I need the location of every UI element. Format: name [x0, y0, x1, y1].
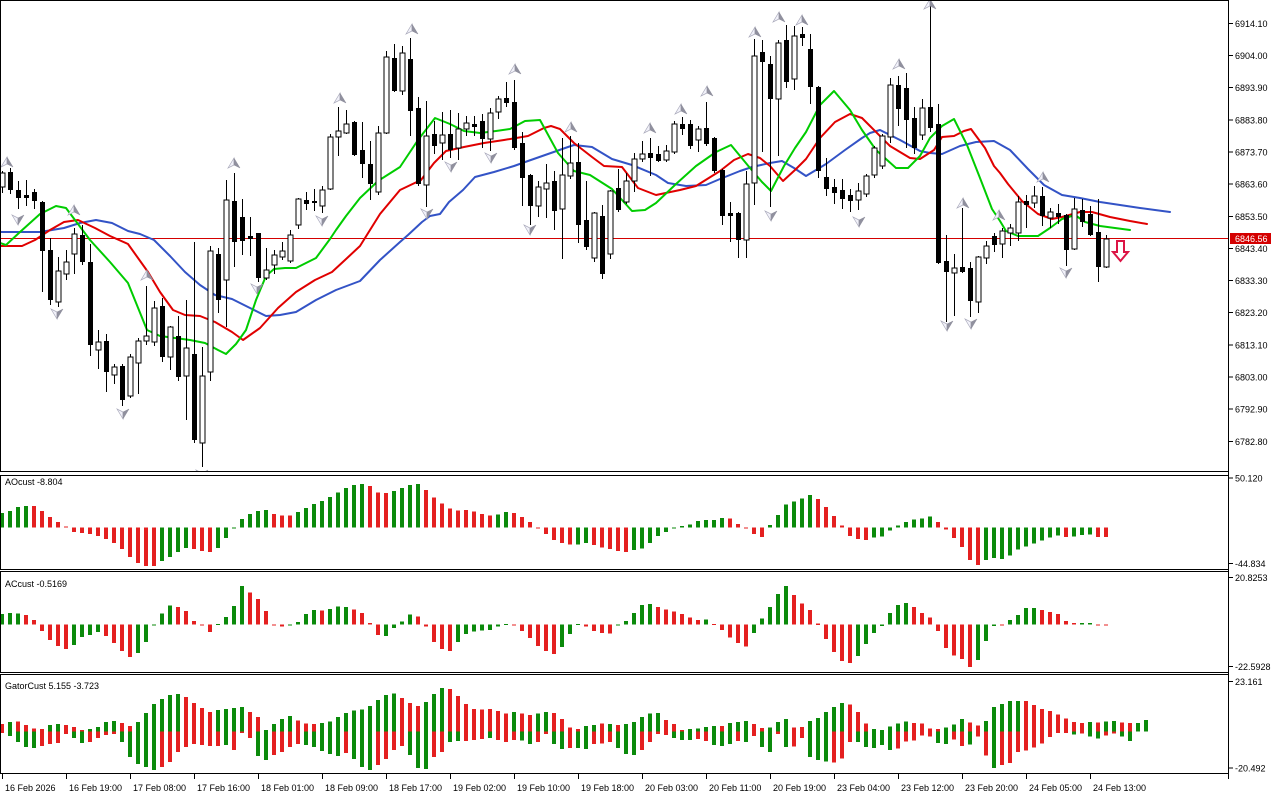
svg-text:17 Feb 08:00: 17 Feb 08:00 [133, 783, 186, 793]
svg-text:24 Feb 05:00: 24 Feb 05:00 [1029, 783, 1082, 793]
svg-text:6803.00: 6803.00 [1235, 373, 1268, 383]
svg-text:6863.60: 6863.60 [1235, 180, 1268, 190]
svg-text:50.120: 50.120 [1235, 474, 1263, 484]
svg-text:6873.70: 6873.70 [1235, 147, 1268, 157]
svg-text:6893.90: 6893.90 [1235, 83, 1268, 93]
svg-text:6792.90: 6792.90 [1235, 405, 1268, 415]
svg-text:6853.50: 6853.50 [1235, 212, 1268, 222]
svg-text:16 Feb 2026: 16 Feb 2026 [5, 783, 56, 793]
svg-text:-44.834: -44.834 [1235, 559, 1266, 569]
svg-text:6813.10: 6813.10 [1235, 340, 1268, 350]
svg-text:18 Feb 01:00: 18 Feb 01:00 [261, 783, 314, 793]
svg-text:23 Feb 04:00: 23 Feb 04:00 [837, 783, 890, 793]
svg-text:24 Feb 13:00: 24 Feb 13:00 [1093, 783, 1146, 793]
svg-text:6843.40: 6843.40 [1235, 244, 1268, 254]
svg-text:18 Feb 17:00: 18 Feb 17:00 [389, 783, 442, 793]
svg-text:GatorCust 5.155 -3.723: GatorCust 5.155 -3.723 [5, 681, 99, 691]
svg-text:23.161: 23.161 [1235, 677, 1263, 687]
svg-text:-20.492: -20.492 [1235, 764, 1266, 774]
svg-text:6823.20: 6823.20 [1235, 308, 1268, 318]
svg-text:6846.56: 6846.56 [1235, 234, 1268, 244]
svg-text:6782.80: 6782.80 [1235, 437, 1268, 447]
svg-text:-22.5928: -22.5928 [1235, 662, 1271, 672]
svg-text:18 Feb 09:00: 18 Feb 09:00 [325, 783, 378, 793]
svg-text:AOcust -8.804: AOcust -8.804 [5, 477, 63, 487]
svg-text:6914.10: 6914.10 [1235, 19, 1268, 29]
svg-text:20 Feb 11:00: 20 Feb 11:00 [709, 783, 761, 793]
svg-text:20 Feb 03:00: 20 Feb 03:00 [645, 783, 698, 793]
svg-text:16 Feb 19:00: 16 Feb 19:00 [69, 783, 122, 793]
svg-text:ACcust -0.5169: ACcust -0.5169 [5, 579, 67, 589]
svg-text:6904.00: 6904.00 [1235, 51, 1268, 61]
svg-text:19 Feb 18:00: 19 Feb 18:00 [581, 783, 634, 793]
svg-text:6833.30: 6833.30 [1235, 276, 1268, 286]
svg-text:20.8253: 20.8253 [1235, 573, 1268, 583]
svg-text:19 Feb 10:00: 19 Feb 10:00 [517, 783, 570, 793]
svg-text:6883.80: 6883.80 [1235, 115, 1268, 125]
svg-text:19 Feb 02:00: 19 Feb 02:00 [453, 783, 506, 793]
svg-text:23 Feb 12:00: 23 Feb 12:00 [901, 783, 954, 793]
svg-text:23 Feb 20:00: 23 Feb 20:00 [965, 783, 1018, 793]
svg-text:17 Feb 16:00: 17 Feb 16:00 [197, 783, 250, 793]
svg-text:20 Feb 19:00: 20 Feb 19:00 [773, 783, 826, 793]
